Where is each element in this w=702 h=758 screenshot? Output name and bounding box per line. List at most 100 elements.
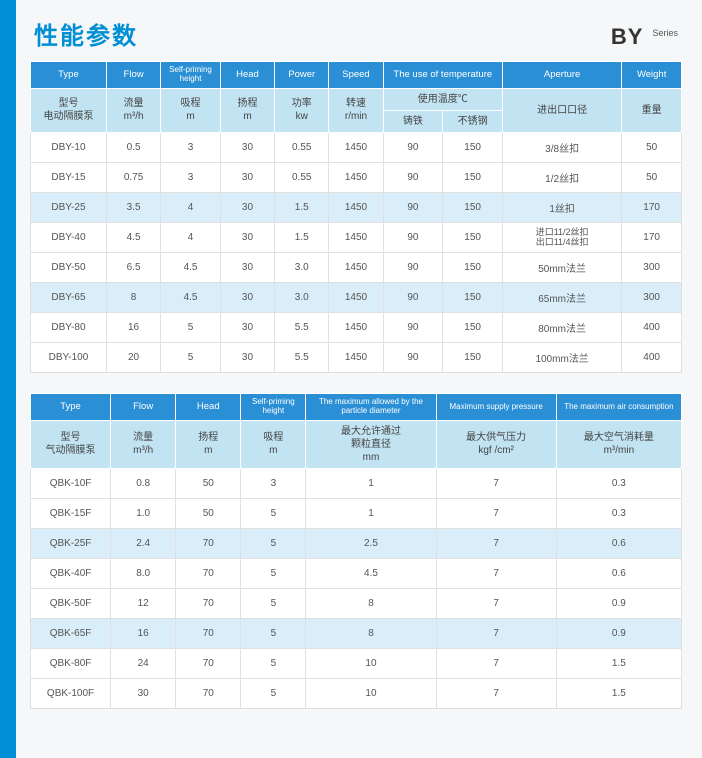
th-self-priming: Self-priming height (161, 62, 221, 89)
cell: 3 (161, 132, 221, 162)
cell: 70 (176, 678, 241, 708)
cell: DBY-25 (31, 192, 107, 222)
cell: 30 (220, 313, 274, 343)
cell: 30 (220, 132, 274, 162)
th-aperture: Aperture (502, 62, 621, 89)
cell: 7 (436, 468, 556, 498)
cell: 150 (443, 132, 503, 162)
th2-flow: 流量 m³/h (111, 420, 176, 468)
cell: 170 (622, 222, 682, 253)
cell: 65mm法兰 (502, 283, 621, 313)
cell: 7 (436, 528, 556, 558)
table-row: QBK-40F8.07054.570.6 (31, 558, 682, 588)
table-row: QBK-65F16705870.9 (31, 618, 682, 648)
cell: 8.0 (111, 558, 176, 588)
cell: 100mm法兰 (502, 343, 621, 373)
cell: 30 (220, 343, 274, 373)
cell: DBY-100 (31, 343, 107, 373)
cell: 5 (241, 648, 306, 678)
cell: DBY-80 (31, 313, 107, 343)
cell: 7 (436, 558, 556, 588)
table-row: QBK-25F2.47052.570.6 (31, 528, 682, 558)
table-row: DBY-506.54.5303.014509015050mm法兰300 (31, 253, 682, 283)
th-head: Head (220, 62, 274, 89)
cell: 1.0 (111, 498, 176, 528)
cell: 50 (176, 498, 241, 528)
cell: 4.5 (306, 558, 436, 588)
table-row: DBY-404.54301.5145090150进口11/2丝扣出口11/4丝扣… (31, 222, 682, 253)
cell: 80mm法兰 (502, 313, 621, 343)
th2-sp: 吸程 m (241, 420, 306, 468)
th2-weight: 重量 (622, 88, 682, 132)
th-temp: The use of temperature (383, 62, 502, 89)
cell: 150 (443, 343, 503, 373)
cell: DBY-65 (31, 283, 107, 313)
cell: 0.6 (556, 558, 681, 588)
cell: 50 (176, 468, 241, 498)
cell: 70 (176, 648, 241, 678)
th-type: Type (31, 394, 111, 421)
table-row: DBY-100205305.5145090150100mm法兰400 (31, 343, 682, 373)
cell: 90 (383, 162, 443, 192)
table-row: QBK-50F12705870.9 (31, 588, 682, 618)
cell: 1/2丝扣 (502, 162, 621, 192)
cell: QBK-15F (31, 498, 111, 528)
cell: QBK-25F (31, 528, 111, 558)
cell: 90 (383, 313, 443, 343)
cell: 7 (436, 678, 556, 708)
cell: 5.5 (275, 313, 329, 343)
cell: QBK-10F (31, 468, 111, 498)
cell: 5 (241, 588, 306, 618)
cell: 1.5 (556, 648, 681, 678)
th2-flow: 流量 m³/h (106, 88, 160, 132)
cell: 30 (111, 678, 176, 708)
cell: 30 (220, 253, 274, 283)
cell: 150 (443, 222, 503, 253)
cell: 150 (443, 253, 503, 283)
cell: 7 (436, 498, 556, 528)
cell: 90 (383, 132, 443, 162)
cell: QBK-80F (31, 648, 111, 678)
cell: 7 (436, 648, 556, 678)
cell: 1 (306, 468, 436, 498)
th2-pressure: 最大供气压力 kgf /cm² (436, 420, 556, 468)
cell: 150 (443, 313, 503, 343)
th-air: The maximum air consumption (556, 394, 681, 421)
cell: 0.9 (556, 588, 681, 618)
table-row: QBK-100F307051071.5 (31, 678, 682, 708)
th2-aperture: 进出口口径 (502, 88, 621, 132)
cell: 90 (383, 283, 443, 313)
cell: 3 (161, 162, 221, 192)
cell: 0.3 (556, 498, 681, 528)
cell: 3.0 (275, 283, 329, 313)
cell: 50 (622, 162, 682, 192)
cell: 30 (220, 192, 274, 222)
cell: 10 (306, 648, 436, 678)
th-flow: Flow (111, 394, 176, 421)
cell: 4.5 (161, 283, 221, 313)
cell: 3.5 (106, 192, 160, 222)
th2-head: 扬程 m (220, 88, 274, 132)
cell: 0.3 (556, 468, 681, 498)
cell: QBK-100F (31, 678, 111, 708)
cell: 30 (220, 162, 274, 192)
cell: 1450 (329, 192, 383, 222)
th-particle: The maximum allowed by the particle diam… (306, 394, 436, 421)
cell: 5 (241, 528, 306, 558)
cell: 90 (383, 192, 443, 222)
cell: 8 (306, 618, 436, 648)
cell: DBY-40 (31, 222, 107, 253)
cell: 1 (306, 498, 436, 528)
th-flow: Flow (106, 62, 160, 89)
cell: 6.5 (106, 253, 160, 283)
cell: 4 (161, 192, 221, 222)
series-text: Series (652, 28, 678, 38)
brand-text: BY (611, 24, 644, 49)
th2-head: 扬程 m (176, 420, 241, 468)
cell: 0.55 (275, 162, 329, 192)
cell: DBY-50 (31, 253, 107, 283)
cell: 50mm法兰 (502, 253, 621, 283)
page-header: 性能参数 BY Series (30, 16, 682, 51)
table-row: DBY-100.53300.551450901503/8丝扣50 (31, 132, 682, 162)
cell: 1450 (329, 162, 383, 192)
